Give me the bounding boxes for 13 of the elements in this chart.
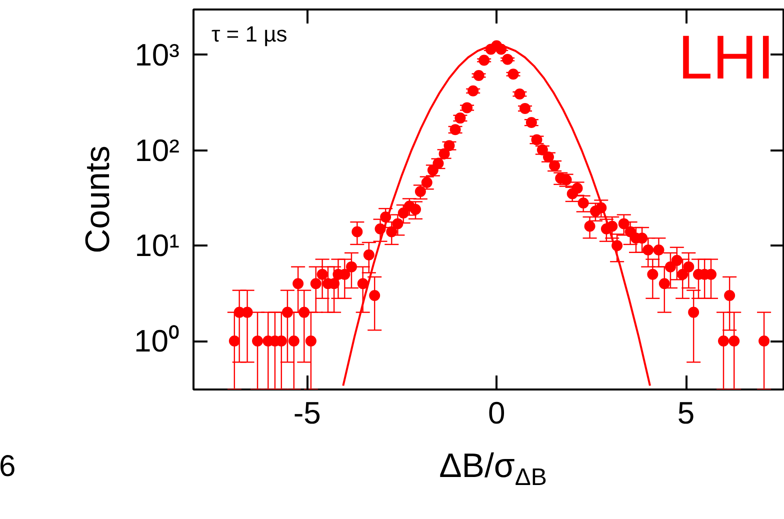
x-tick-label: 0 xyxy=(488,396,506,430)
y-tick-label: 10² xyxy=(134,132,180,168)
y-tick-label: 10¹ xyxy=(134,228,180,264)
line-series xyxy=(342,44,652,387)
x-axis-title: ΔB/σ$_{ΔB}$ xyxy=(439,446,547,493)
text: 6 xyxy=(0,449,16,485)
y-axis-title: Counts xyxy=(79,146,118,254)
annotation: τ = 1 µs xyxy=(212,22,288,46)
y-tick-label: 10³ xyxy=(134,37,180,72)
x-tick-label: 5 xyxy=(677,396,695,430)
annotation: LHI xyxy=(678,24,775,92)
x-tick-label: -5 xyxy=(293,396,321,430)
y-tick-label: 10⁰ xyxy=(134,324,180,359)
